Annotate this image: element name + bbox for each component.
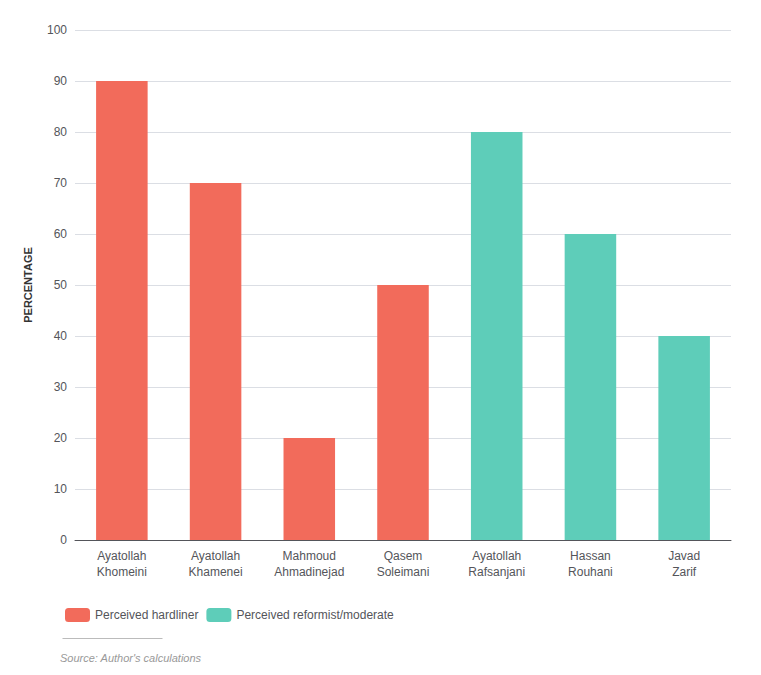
- svg-text:Khamenei: Khamenei: [189, 565, 243, 579]
- svg-text:70: 70: [54, 176, 68, 190]
- svg-text:Javad: Javad: [668, 549, 700, 563]
- svg-text:Ahmadinejad: Ahmadinejad: [274, 565, 344, 579]
- svg-text:0: 0: [60, 533, 67, 547]
- svg-text:10: 10: [54, 482, 68, 496]
- svg-text:Source: Author's calculations: Source: Author's calculations: [60, 652, 202, 664]
- svg-text:Soleimani: Soleimani: [377, 565, 430, 579]
- svg-text:Perceived reformist/moderate: Perceived reformist/moderate: [236, 608, 394, 622]
- svg-text:90: 90: [54, 74, 68, 88]
- svg-text:PERCENTAGE: PERCENTAGE: [22, 247, 34, 323]
- svg-text:Ayatollah: Ayatollah: [191, 549, 240, 563]
- svg-text:60: 60: [54, 227, 68, 241]
- svg-text:80: 80: [54, 125, 68, 139]
- svg-text:20: 20: [54, 431, 68, 445]
- svg-text:40: 40: [54, 329, 68, 343]
- svg-text:Qasem: Qasem: [384, 549, 423, 563]
- svg-text:30: 30: [54, 380, 68, 394]
- svg-text:Perceived hardliner: Perceived hardliner: [95, 608, 198, 622]
- svg-text:Ayatollah: Ayatollah: [472, 549, 521, 563]
- svg-text:50: 50: [54, 278, 68, 292]
- svg-text:Rafsanjani: Rafsanjani: [468, 565, 525, 579]
- svg-text:Mahmoud: Mahmoud: [283, 549, 336, 563]
- svg-text:Rouhani: Rouhani: [568, 565, 613, 579]
- svg-text:100: 100: [47, 23, 67, 37]
- svg-text:Ayatollah: Ayatollah: [97, 549, 146, 563]
- svg-text:Hassan: Hassan: [570, 549, 611, 563]
- svg-text:Zarif: Zarif: [672, 565, 697, 579]
- svg-text:Khomeini: Khomeini: [97, 565, 147, 579]
